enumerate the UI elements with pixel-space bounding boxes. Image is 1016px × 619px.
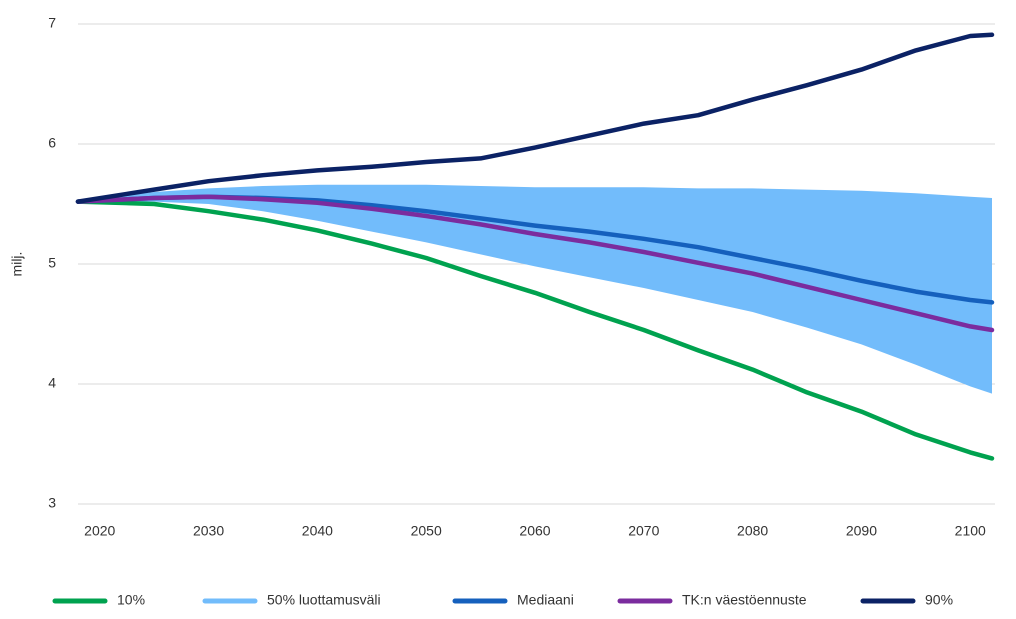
x-tick-label: 2080 <box>737 523 768 539</box>
x-tick-label: 2040 <box>302 523 333 539</box>
confidence-band <box>78 184 992 394</box>
y-tick-label: 5 <box>48 255 56 271</box>
line <box>75 194 995 333</box>
y-tick-label: 6 <box>48 135 56 151</box>
x-tick-label: 2030 <box>193 523 224 539</box>
x-tick-label: 2020 <box>84 523 115 539</box>
legend-label: 50% luottamusväli <box>267 592 381 608</box>
x-tick-label: 2060 <box>519 523 550 539</box>
x-tick-label: 2050 <box>411 523 442 539</box>
x-tick-label: 2100 <box>955 523 986 539</box>
y-tick-label: 7 <box>48 15 56 31</box>
legend-label: 90% <box>925 592 953 608</box>
y-tick-label: 3 <box>48 495 56 511</box>
x-tick-label: 2070 <box>628 523 659 539</box>
y-axis-label: milj. <box>9 252 25 277</box>
line <box>75 32 995 204</box>
legend-label: 10% <box>117 592 145 608</box>
line <box>75 199 995 461</box>
y-tick-label: 4 <box>48 375 56 391</box>
legend-label: Mediaani <box>517 592 574 608</box>
legend-label: TK:n väestöennuste <box>682 592 807 608</box>
x-tick-label: 2090 <box>846 523 877 539</box>
